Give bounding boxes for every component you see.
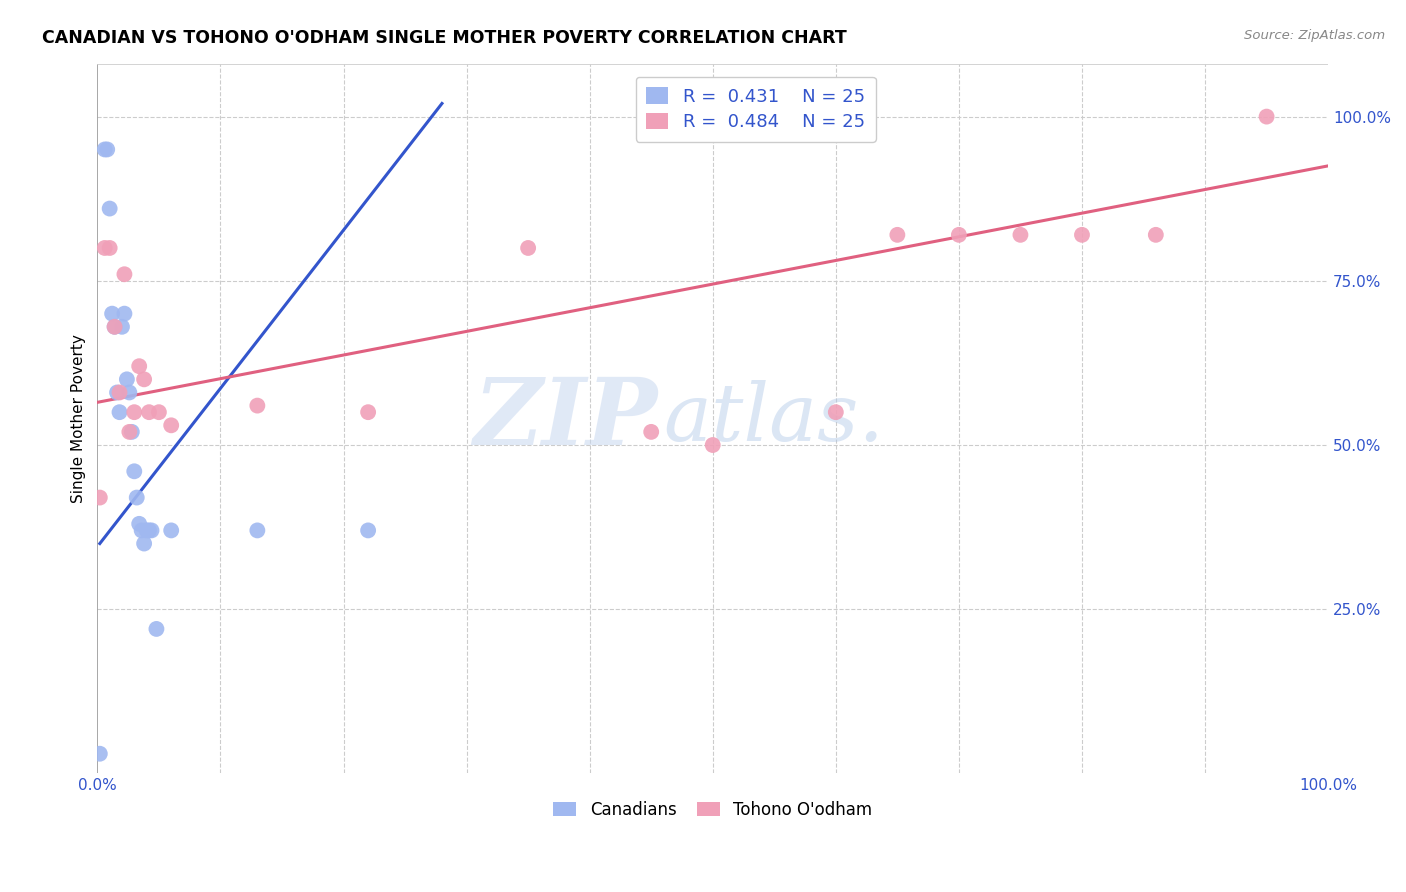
Point (160, 418, 183, 433)
Point (93, 241, 115, 255)
Point (1071, 227, 1094, 242)
Point (246, 399, 269, 413)
Text: Source: ZipAtlas.com: Source: ZipAtlas.com (1244, 29, 1385, 42)
Point (148, 405, 170, 419)
Point (134, 372, 156, 386)
Point (112, 307, 135, 321)
Point (1256, 110, 1278, 124)
Point (948, 227, 970, 242)
Point (640, 425, 662, 439)
Point (105, 385, 128, 400)
Point (103, 319, 125, 334)
Point (134, 536, 156, 550)
Point (517, 241, 540, 255)
Point (357, 405, 380, 419)
Point (1144, 227, 1167, 242)
Point (886, 227, 908, 242)
Text: ZIP: ZIP (472, 374, 658, 464)
Point (96, 143, 118, 157)
Point (128, 516, 150, 531)
Point (112, 267, 135, 281)
Point (246, 524, 269, 538)
Point (141, 524, 163, 538)
Point (124, 405, 146, 419)
Point (98, 202, 121, 216)
Point (108, 385, 131, 400)
Text: CANADIAN VS TOHONO O'ODHAM SINGLE MOTHER POVERTY CORRELATION CHART: CANADIAN VS TOHONO O'ODHAM SINGLE MOTHER… (42, 29, 846, 46)
Point (131, 524, 153, 538)
Point (138, 405, 160, 419)
Point (103, 319, 125, 334)
Y-axis label: Single Mother Poverty: Single Mother Poverty (72, 334, 86, 503)
Point (124, 464, 146, 478)
Point (115, 372, 138, 386)
Point (118, 425, 141, 439)
Point (135, 524, 157, 538)
Point (145, 622, 167, 636)
Point (118, 385, 141, 400)
Point (138, 524, 160, 538)
Point (108, 405, 131, 419)
Point (89, 491, 111, 505)
Point (357, 524, 380, 538)
Legend: Canadians, Tohono O'odham: Canadians, Tohono O'odham (547, 794, 879, 825)
Point (98, 241, 121, 255)
Text: atlas.: atlas. (664, 380, 884, 458)
Point (125, 491, 148, 505)
Point (128, 359, 150, 374)
Point (824, 405, 846, 419)
Point (111, 319, 134, 334)
Point (101, 307, 124, 321)
Point (121, 425, 143, 439)
Point (89, 747, 111, 761)
Point (160, 524, 183, 538)
Point (1010, 227, 1032, 242)
Point (702, 438, 724, 452)
Point (93, 143, 115, 157)
